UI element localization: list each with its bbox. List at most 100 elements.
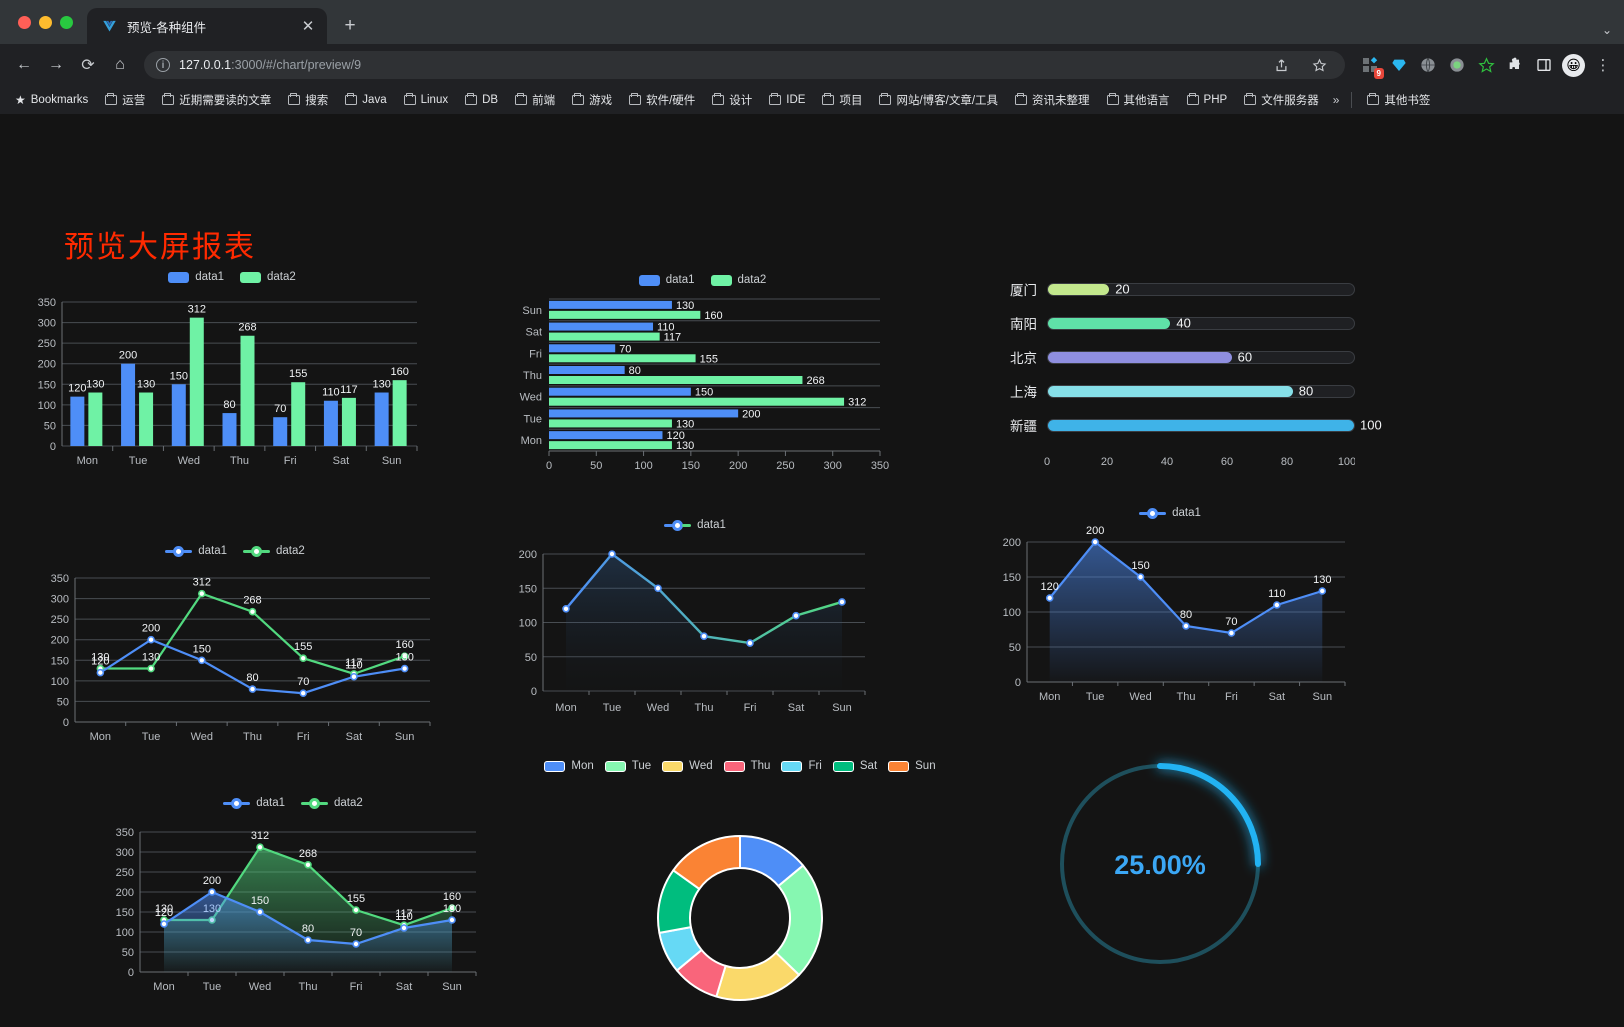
bookmark-folder-list: 运营 近期需要读的文章 搜索 Java Linux DB 前端 游戏 软件/硬件 设计 IDE 项目 网…	[98, 89, 1325, 111]
progress-track[interactable]: 100	[1047, 418, 1382, 433]
area-two-series-plot[interactable]: 0 50 100 150 200 250 300 350 Mon Tue Wed Thu Fri Sat S…	[98, 814, 488, 1006]
reload-button[interactable]: ⟳	[81, 57, 95, 74]
progress-row-3: 上海 80	[995, 374, 1355, 408]
progress-track[interactable]: 60	[1047, 349, 1355, 365]
legend-item-data1[interactable]: data1	[165, 545, 227, 557]
progress-value: 60	[1237, 349, 1253, 365]
legend-label: Sun	[915, 760, 936, 772]
legend-item-data1[interactable]: data1	[638, 274, 695, 286]
site-info-icon[interactable]: i	[156, 58, 170, 72]
minimize-window-button[interactable]	[39, 15, 52, 29]
bookmark-label: 其他语言	[1123, 95, 1170, 107]
address-bar[interactable]: i 127.0.0.1:3000/#/chart/preview/9	[144, 51, 1345, 79]
legend-item-data1[interactable]: data1	[1139, 507, 1201, 519]
svg-text:80: 80	[302, 923, 314, 935]
line-two-series-plot[interactable]: 0 50 100 150 200 250 300 350 Mon Tue Wed Thu Fri Sat S…	[35, 562, 435, 752]
tab-title: 预览-各种组件	[127, 20, 207, 35]
back-button[interactable]: ←	[16, 56, 32, 73]
close-tab-button[interactable]: ✕	[301, 18, 315, 35]
sidepanel-icon[interactable]	[1533, 54, 1555, 76]
donut-plot[interactable]	[545, 778, 935, 1008]
legend-item-data2[interactable]: data2	[240, 271, 296, 283]
circle-icon[interactable]	[1446, 54, 1468, 76]
bookmark-folder-3[interactable]: Java	[338, 91, 393, 109]
gauge-plot[interactable]: 25.00%	[1035, 739, 1285, 994]
area-single-plot[interactable]: 0 50 100 150 200 Mon Tue Wed Thu Fri Sat Sun 120 200 1…	[985, 524, 1355, 716]
progress-value: 40	[1176, 315, 1191, 331]
legend-item-data1[interactable]: data1	[664, 519, 726, 531]
puzzle-icon[interactable]	[1504, 54, 1526, 76]
bookmark-folder-9[interactable]: 设计	[705, 89, 759, 111]
profile-avatar[interactable]: 😀	[1562, 53, 1585, 77]
legend-item-data2[interactable]: data2	[710, 274, 766, 286]
legend-swatch	[723, 760, 745, 772]
legend-label: Thu	[750, 760, 771, 772]
legend-item-data2[interactable]: data2	[301, 797, 363, 809]
home-button[interactable]: ⌂	[115, 56, 125, 73]
tab-list-chevron-icon[interactable]: ⌄	[1601, 23, 1612, 37]
bookmark-folder-4[interactable]: Linux	[397, 91, 456, 109]
legend-item-data1[interactable]: data1	[168, 271, 224, 283]
diamond-icon[interactable]	[1388, 54, 1410, 76]
legend-swatch	[888, 760, 910, 772]
bookmark-folder-10[interactable]: IDE	[762, 91, 812, 109]
bookmarks-overflow-button[interactable]: »	[1332, 93, 1340, 107]
extensions-grid-icon[interactable]: 9	[1359, 54, 1384, 79]
star-outline-icon[interactable]	[1475, 54, 1497, 76]
svg-text:160: 160	[395, 639, 413, 651]
bookmark-star-icon[interactable]	[1305, 51, 1333, 79]
maximize-window-button[interactable]	[60, 15, 73, 29]
omnibox-actions	[1267, 51, 1333, 79]
legend-item-tue[interactable]: Tue	[604, 760, 651, 772]
folder-icon	[1106, 93, 1119, 105]
extension-badge-count: 9	[1373, 68, 1384, 79]
bookmark-folder-5[interactable]: DB	[458, 91, 505, 109]
line-gradient-plot[interactable]: 0 50 100 150 200 Mon Tue Wed Thu Fri Sat Sun	[505, 536, 885, 731]
legend-label: data1	[1172, 507, 1201, 519]
svg-text:Wed: Wed	[178, 455, 200, 467]
bookmark-folder-13[interactable]: 资讯未整理	[1008, 89, 1097, 111]
legend-item-data1[interactable]: data1	[223, 797, 285, 809]
progress-track[interactable]: 80	[1047, 384, 1355, 399]
legend-item-sun[interactable]: Sun	[888, 760, 936, 772]
bookmark-folder-7[interactable]: 游戏	[565, 89, 619, 111]
browser-tab[interactable]: 预览-各种组件 ✕	[87, 8, 327, 44]
progress-value: 20	[1115, 281, 1130, 297]
close-window-button[interactable]	[18, 15, 31, 29]
legend-item-thu[interactable]: Thu	[723, 760, 771, 772]
other-bookmarks-item[interactable]: 其他书签	[1360, 89, 1437, 111]
bookmark-folder-8[interactable]: 软件/硬件	[622, 89, 702, 111]
legend-item-data2[interactable]: data2	[243, 545, 305, 557]
bookmark-folder-16[interactable]: 文件服务器	[1237, 89, 1326, 111]
chart-bar-horizontal: data1 data2 0 50 100 150 200 250 300 350 Sun 130 1…	[505, 269, 900, 484]
legend-item-sat[interactable]: Sat	[832, 760, 877, 772]
bookmark-folder-2[interactable]: 搜索	[281, 89, 335, 111]
bookmark-folder-6[interactable]: 前端	[508, 89, 562, 111]
svg-text:155: 155	[289, 368, 307, 380]
bookmark-folder-14[interactable]: 其他语言	[1100, 89, 1177, 111]
forward-button[interactable]: →	[48, 56, 64, 73]
bookmark-folder-11[interactable]: 项目	[815, 89, 869, 111]
window-controls[interactable]	[14, 0, 87, 44]
legend-item-wed[interactable]: Wed	[662, 760, 713, 772]
svg-text:120: 120	[91, 656, 109, 668]
chrome-menu-button[interactable]: ⋮	[1595, 57, 1611, 74]
bookmark-label: 软件/硬件	[646, 95, 696, 107]
svg-text:200: 200	[51, 635, 69, 647]
bookmark-folder-1[interactable]: 近期需要读的文章	[155, 89, 278, 111]
bookmarks-root-item[interactable]: ★ Bookmarks	[8, 90, 95, 110]
globe-icon[interactable]	[1417, 54, 1439, 76]
progress-track[interactable]: 20	[1047, 281, 1355, 297]
share-icon[interactable]	[1267, 51, 1295, 79]
svg-text:0: 0	[546, 460, 552, 472]
bookmark-folder-0[interactable]: 运营	[98, 89, 152, 111]
svg-text:Tue: Tue	[203, 981, 222, 993]
bookmark-folder-15[interactable]: PHP	[1180, 91, 1235, 109]
bookmark-folder-12[interactable]: 网站/博客/文章/工具	[872, 89, 1005, 111]
new-tab-button[interactable]: +	[344, 15, 356, 36]
legend-item-fri[interactable]: Fri	[781, 760, 822, 772]
progress-track[interactable]: 40	[1047, 315, 1355, 331]
legend-item-mon[interactable]: Mon	[544, 760, 594, 772]
